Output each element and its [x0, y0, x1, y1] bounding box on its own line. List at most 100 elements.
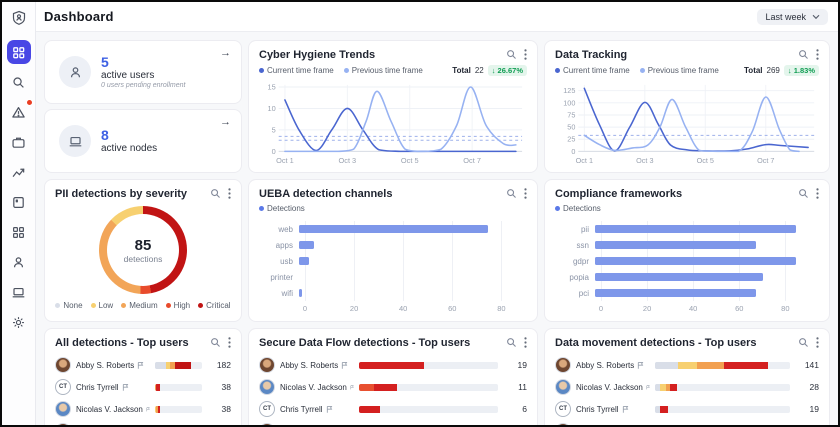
- bar-track: [299, 269, 521, 285]
- detection-count: 141: [804, 360, 819, 370]
- preview-icon[interactable]: [506, 188, 517, 199]
- severity-stacked-bar: [155, 405, 202, 413]
- bar-row[interactable]: printer: [259, 269, 527, 285]
- severity-legend-item: None: [55, 301, 83, 310]
- arrow-right-icon[interactable]: →: [220, 116, 231, 128]
- sidebar-item-workspace[interactable]: [7, 130, 31, 154]
- bar-value[interactable]: [299, 289, 302, 297]
- kebab-menu-icon[interactable]: [816, 188, 819, 199]
- preview-icon[interactable]: [210, 337, 221, 348]
- time-range-select[interactable]: Last week: [757, 8, 828, 25]
- bar-category-label: pii: [580, 224, 589, 234]
- table-row[interactable]: [259, 420, 527, 425]
- bar-category-label: popia: [569, 272, 589, 282]
- table-row[interactable]: [555, 420, 819, 425]
- compliance-bar-chart[interactable]: pii ssn gdpr popia pci 0 20 40 60 80: [555, 221, 819, 314]
- ueba-bar-chart[interactable]: web apps usb printer wifi 0 20 40 60 80: [259, 221, 527, 314]
- table-row[interactable]: CT Chris Tyrrell 19: [555, 398, 819, 420]
- table-row[interactable]: Nicolas V. Jackson 38: [55, 398, 231, 420]
- bar-row[interactable]: popia: [555, 269, 819, 285]
- sidebar-item-trends[interactable]: [7, 160, 31, 184]
- preview-icon[interactable]: [798, 337, 809, 348]
- bar-category-label: apps: [275, 240, 293, 250]
- sidebar-item-devices[interactable]: [7, 280, 31, 304]
- flag-icon: [122, 383, 128, 391]
- svg-text:125: 125: [563, 86, 575, 95]
- table-row[interactable]: Abby S. Roberts 141: [555, 354, 819, 376]
- cyber-hygiene-card: Cyber Hygiene Trends Current time frame …: [248, 40, 538, 173]
- active-users-card[interactable]: → 5 active users 0 users pending enrollm…: [44, 40, 242, 104]
- preview-icon[interactable]: [798, 188, 809, 199]
- bar-value[interactable]: [299, 241, 315, 249]
- card-title: Data movement detections - Top users: [555, 337, 757, 349]
- sidebar-item-apps[interactable]: [7, 220, 31, 244]
- preview-icon[interactable]: [506, 337, 517, 348]
- svg-text:Oct 5: Oct 5: [697, 156, 714, 165]
- kebab-menu-icon[interactable]: [524, 49, 527, 60]
- bar-value[interactable]: [595, 225, 797, 233]
- svg-text:10: 10: [268, 104, 276, 113]
- alert-badge: [25, 99, 33, 106]
- preview-icon[interactable]: [798, 49, 809, 60]
- severity-legend-item: Medium: [121, 301, 158, 310]
- bar-row[interactable]: web: [259, 221, 527, 237]
- user-name: Chris Tyrrell: [576, 405, 650, 414]
- kebab-menu-icon[interactable]: [524, 337, 527, 348]
- sidebar-item-dashboard[interactable]: [6, 40, 31, 64]
- bar-track: [299, 237, 521, 253]
- table-row[interactable]: Abby S. Roberts 19: [259, 354, 527, 376]
- kebab-menu-icon[interactable]: [524, 188, 527, 199]
- bar-row[interactable]: ssn: [555, 237, 819, 253]
- time-range-value: Last week: [765, 11, 806, 22]
- bar-category-label: ssn: [576, 240, 589, 250]
- sidebar-item-alerts[interactable]: [7, 99, 33, 124]
- sidebar-item-settings[interactable]: [7, 310, 31, 334]
- severity-donut-chart[interactable]: 85 detections: [99, 206, 187, 294]
- kebab-menu-icon[interactable]: [816, 49, 819, 60]
- table-row[interactable]: CT Chris Tyrrell 6: [259, 398, 527, 420]
- bar-value[interactable]: [595, 289, 757, 297]
- sidebar-item-users[interactable]: [7, 250, 31, 274]
- bar-row[interactable]: gdpr: [555, 253, 819, 269]
- svg-text:Oct 7: Oct 7: [757, 156, 774, 165]
- table-row[interactable]: Nicolas V. Jackson 28: [555, 376, 819, 398]
- card-title: Secure Data Flow detections - Top users: [259, 337, 471, 349]
- data-tracking-line-chart[interactable]: Oct 1 Oct 3 Oct 5 Oct 7 0 25 50 75 100 125: [555, 79, 819, 167]
- table-row[interactable]: [55, 420, 231, 425]
- cyber-hygiene-line-chart[interactable]: Oct 1 Oct 3 Oct 5 Oct 7 0 5 10 15: [259, 79, 527, 167]
- bar-value[interactable]: [595, 241, 757, 249]
- table-row[interactable]: Nicolas V. Jackson 11: [259, 376, 527, 398]
- bar-track: [595, 253, 813, 269]
- bar-value[interactable]: [299, 257, 310, 265]
- bar-row[interactable]: wifi: [259, 285, 527, 301]
- user-name: Abby S. Roberts: [576, 361, 650, 370]
- active-users-value: 5: [101, 53, 109, 70]
- avatar: [259, 423, 275, 425]
- preview-icon[interactable]: [210, 188, 221, 199]
- user-name: Nicolas V. Jackson: [576, 383, 650, 392]
- table-row[interactable]: CT Chris Tyrrell 38: [55, 376, 231, 398]
- bar-row[interactable]: pii: [555, 221, 819, 237]
- sidebar-item-reports[interactable]: [7, 190, 31, 214]
- bar-row[interactable]: apps: [259, 237, 527, 253]
- bar-value[interactable]: [595, 273, 764, 281]
- preview-icon[interactable]: [506, 49, 517, 60]
- detection-count: 11: [518, 382, 527, 392]
- bar-value[interactable]: [299, 225, 489, 233]
- bar-track: [595, 237, 813, 253]
- avatar-initials: CT: [55, 379, 71, 395]
- bar-value[interactable]: [595, 257, 797, 265]
- kebab-menu-icon[interactable]: [228, 337, 231, 348]
- legend-detections: Detections: [259, 204, 305, 213]
- kebab-menu-icon[interactable]: [228, 188, 231, 199]
- bar-row[interactable]: usb: [259, 253, 527, 269]
- bar-track: [595, 269, 813, 285]
- table-row[interactable]: Abby S. Roberts 182: [55, 354, 231, 376]
- arrow-right-icon[interactable]: →: [220, 47, 231, 59]
- bar-row[interactable]: pci: [555, 285, 819, 301]
- kebab-menu-icon[interactable]: [816, 337, 819, 348]
- sidebar-item-search[interactable]: [7, 70, 31, 94]
- severity-stacked-bar: [359, 405, 498, 413]
- active-nodes-card[interactable]: → 8 active nodes: [44, 109, 242, 173]
